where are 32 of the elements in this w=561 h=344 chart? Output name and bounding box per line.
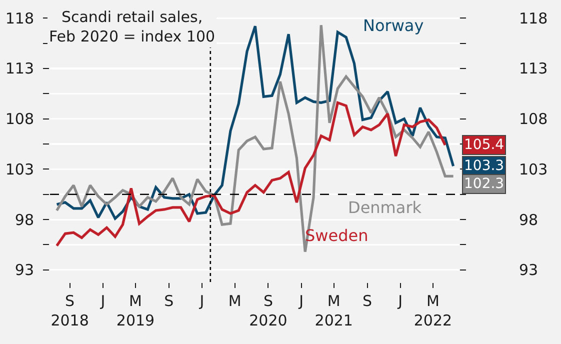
text: Scandi retail sales, Feb 2020 = index 100 xyxy=(49,8,216,46)
line-series xyxy=(55,101,446,248)
y2-tick-label: 113 xyxy=(519,60,548,78)
y-tick-label: 93 xyxy=(14,261,34,280)
x-tick-label: J xyxy=(100,292,106,310)
y-tick-label: 103 xyxy=(5,160,34,178)
y-tick-label: 113 xyxy=(5,60,34,78)
series-label: Norway xyxy=(363,16,424,35)
x-tick-label: M 2019 xyxy=(116,292,155,330)
y2-tick-label: 108 xyxy=(519,110,548,128)
y2-tick-label: 93 xyxy=(519,261,538,280)
data-label: 103.3 xyxy=(464,158,504,174)
y-tick-label: 108 xyxy=(5,110,34,128)
x-tick-label: S xyxy=(362,292,372,310)
data-label: 102.3 xyxy=(464,176,504,192)
x-tick-label: J xyxy=(397,292,403,310)
y-tick-label: 98 xyxy=(14,210,34,229)
data-label: 105.4 xyxy=(464,137,504,153)
x-tick-label: S xyxy=(164,292,174,310)
text: Denmark xyxy=(348,198,422,217)
y-tick-label: 118 xyxy=(5,9,34,28)
x-tick-label: M 2022 xyxy=(414,292,452,330)
y2-tick-label: 98 xyxy=(519,210,538,229)
x-tick-label: J xyxy=(198,292,204,310)
x-tick-label: J xyxy=(298,292,304,310)
y2-tick-label: 103 xyxy=(519,160,548,178)
x-tick-label: M xyxy=(228,292,242,310)
x-tick-label: S 2020 xyxy=(249,292,288,330)
x-tick-label: M 2021 xyxy=(314,292,353,330)
series-label: Sweden xyxy=(305,226,368,245)
x-tick-label: S 2018 xyxy=(50,292,89,330)
y2-tick-label: 118 xyxy=(519,9,548,28)
